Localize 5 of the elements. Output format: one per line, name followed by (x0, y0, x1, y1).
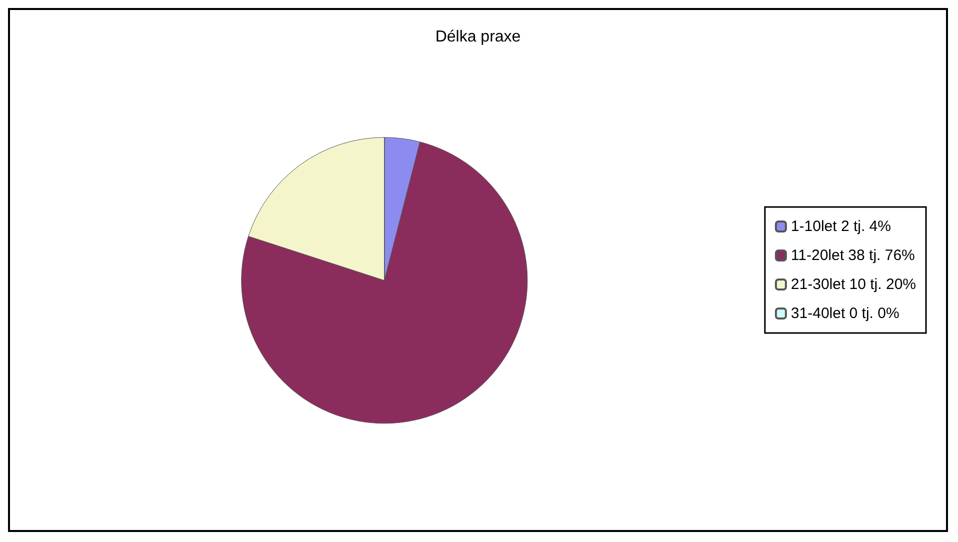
chart-title: Délka praxe (435, 28, 521, 46)
legend-label: 31-40let 0 tj. 0% (790, 305, 900, 322)
legend-label: 1-10let 2 tj. 4% (790, 218, 891, 235)
legend-label: 11-20let 38 tj. 76% (790, 247, 915, 264)
legend-label: 21-30let 10 tj. 20% (790, 276, 916, 293)
